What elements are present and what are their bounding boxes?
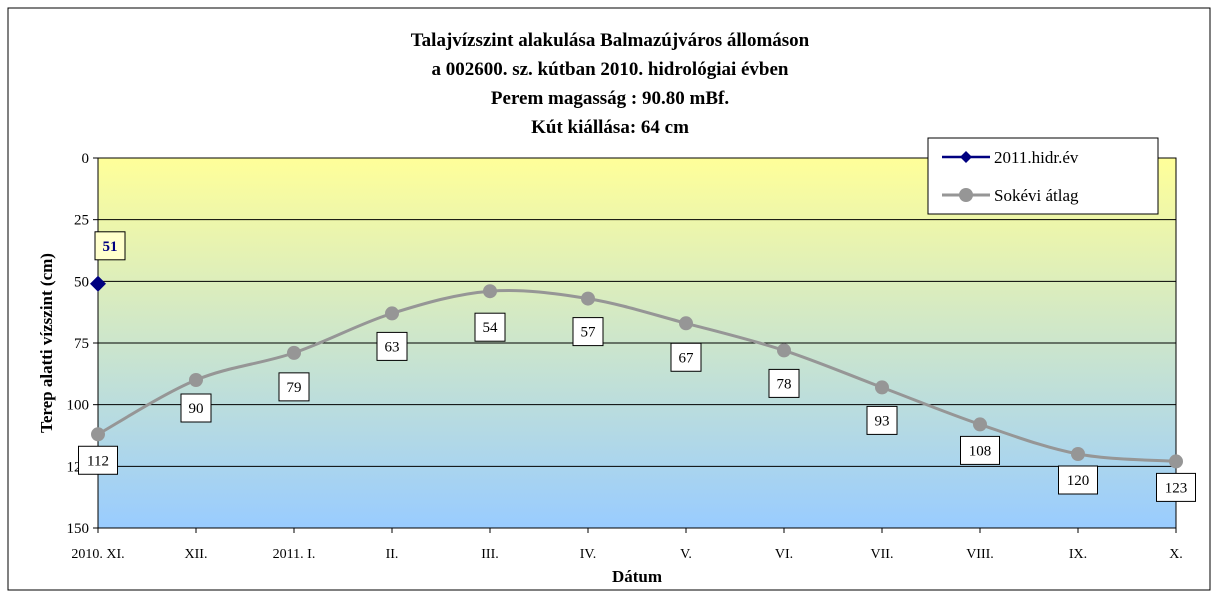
data-point-sokevi-atlag <box>189 373 203 387</box>
data-point-2011-hidr-ev <box>90 275 106 292</box>
data-point-sokevi-atlag <box>483 284 497 299</box>
data-label-box <box>960 435 1000 465</box>
legend-label-series-1: 2011.hidr.év <box>994 148 1079 167</box>
legend-marker-circle-icon <box>959 188 973 202</box>
x-tick-label: VI. <box>775 547 793 562</box>
x-axis-title: Dátum <box>612 567 662 586</box>
data-label-sokevi-atlag: 120 <box>1067 473 1090 489</box>
x-tick-label: II. <box>386 547 399 562</box>
data-point-sokevi-atlag <box>973 417 987 432</box>
data-label-box <box>94 231 126 261</box>
legend-marker-diamond-icon <box>960 151 972 163</box>
legend-label-series-2: Sokévi átlag <box>994 186 1079 205</box>
data-label-sokevi-atlag: 78 <box>777 376 792 392</box>
y-tick-label: 100 <box>67 398 90 414</box>
y-tick-label: 75 <box>74 336 89 352</box>
grid-layer <box>93 157 1177 533</box>
x-tick-label: III. <box>481 547 499 562</box>
y-tick-label: 50 <box>74 274 89 290</box>
y-tick-label: 0 <box>82 151 90 167</box>
data-label-sokevi-atlag: 123 <box>1165 480 1188 496</box>
x-tick-labels: 2010. XI. XII. 2011. I. II. III. IV. V. VI. VII.… <box>71 547 1182 562</box>
x-tick-label: IV. <box>580 547 596 562</box>
data-label-box <box>1156 472 1196 502</box>
chart-title-line-2: a 002600. sz. kútban 2010. hidrológiai é… <box>431 59 788 80</box>
data-label-box <box>572 317 604 347</box>
x-tick-label: VIII. <box>966 547 994 562</box>
x-tick-label: X. <box>1169 547 1183 562</box>
data-label-box <box>78 445 118 475</box>
data-label-sokevi-atlag: 63 <box>385 339 400 355</box>
data-labels: 112 90 79 63 54 57 67 78 93 108 120 123 51 <box>78 231 1196 502</box>
data-label-sokevi-atlag: 54 <box>483 320 499 336</box>
data-label-box <box>1058 465 1098 495</box>
data-label-sokevi-atlag: 79 <box>287 380 302 396</box>
y-tick-label: 150 <box>67 521 90 537</box>
chart-title-line-1: Talajvízszint alakulása Balmazújváros ál… <box>411 30 810 51</box>
data-label-box <box>474 312 506 342</box>
data-point-sokevi-atlag <box>385 306 399 321</box>
data-label-box <box>670 342 702 372</box>
x-tick-label: 2011. I. <box>273 547 316 562</box>
data-point-sokevi-atlag <box>875 380 889 395</box>
data-point-sokevi-atlag <box>1071 447 1085 461</box>
data-label-2011-hidr-ev: 51 <box>103 239 118 255</box>
y-tick-label: 25 <box>74 213 89 229</box>
data-point-sokevi-atlag <box>679 316 693 331</box>
data-label-box <box>278 372 310 402</box>
x-tick-label: XII. <box>185 547 208 562</box>
data-label-box <box>180 393 212 423</box>
data-point-sokevi-atlag <box>1169 454 1183 469</box>
data-label-box <box>376 331 408 361</box>
x-tick-label: IX. <box>1069 547 1087 562</box>
x-tick-label: V. <box>680 547 692 562</box>
data-point-sokevi-atlag <box>777 343 791 358</box>
data-label-sokevi-atlag: 108 <box>969 443 992 459</box>
x-tick-label: 2010. XI. <box>71 547 124 562</box>
data-point-sokevi-atlag <box>91 427 105 442</box>
data-label-sokevi-atlag: 67 <box>679 350 695 366</box>
data-label-box <box>768 368 800 398</box>
data-label-sokevi-atlag: 57 <box>581 325 597 341</box>
data-label-sokevi-atlag: 90 <box>189 401 204 417</box>
chart-title-line-3: Perem magasság : 90.80 mBf. <box>491 88 729 109</box>
data-point-sokevi-atlag <box>287 345 301 360</box>
legend: 2011.hidr.év Sokévi átlag <box>927 137 1159 215</box>
data-label-box <box>866 405 898 435</box>
series-layer <box>90 275 1183 469</box>
chart-title-line-4: Kút kiállása: 64 cm <box>531 117 689 138</box>
data-point-sokevi-atlag <box>581 291 595 306</box>
data-label-sokevi-atlag: 93 <box>875 413 890 429</box>
y-axis-title: Terep alatti vízszint (cm) <box>37 253 56 433</box>
data-label-sokevi-atlag: 112 <box>87 453 109 469</box>
x-tick-label: VII. <box>871 547 894 562</box>
